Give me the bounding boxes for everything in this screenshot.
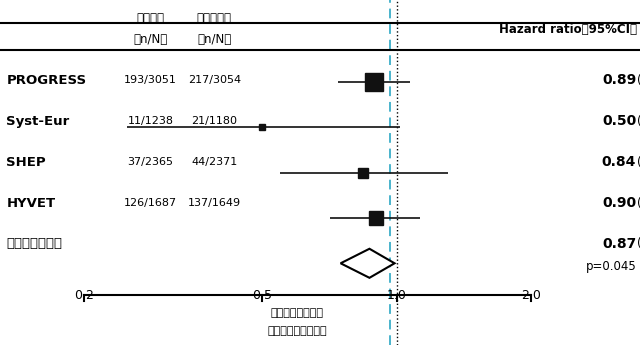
Text: 0.89: 0.89 bbox=[602, 73, 636, 87]
Text: （n/N）: （n/N） bbox=[197, 33, 232, 46]
Text: (0.55-1.30): (0.55-1.30) bbox=[637, 156, 640, 169]
Text: 193/3051: 193/3051 bbox=[124, 76, 177, 86]
Text: (0.25-1.02): (0.25-1.02) bbox=[637, 115, 640, 128]
Polygon shape bbox=[340, 249, 395, 278]
Text: 降圧薬投与により: 降圧薬投与により bbox=[271, 308, 324, 318]
Text: 0.87: 0.87 bbox=[602, 237, 636, 251]
Text: PROGRESS: PROGRESS bbox=[6, 74, 86, 87]
Text: （n/N）: （n/N） bbox=[133, 33, 168, 46]
Text: 2.0: 2.0 bbox=[522, 289, 541, 302]
Text: 0.2: 0.2 bbox=[74, 289, 93, 302]
Text: (0.71-1.13): (0.71-1.13) bbox=[637, 197, 640, 209]
Text: 降圧薬群: 降圧薬群 bbox=[136, 12, 164, 25]
Text: 37/2365: 37/2365 bbox=[127, 157, 173, 167]
Text: 0.50: 0.50 bbox=[602, 114, 636, 128]
Text: 0.5: 0.5 bbox=[252, 289, 272, 302]
Text: HYVET: HYVET bbox=[6, 197, 56, 209]
Text: 137/1649: 137/1649 bbox=[188, 198, 241, 208]
Text: 126/1687: 126/1687 bbox=[124, 198, 177, 208]
Text: Syst-Eur: Syst-Eur bbox=[6, 115, 70, 128]
Text: Hazard ratio（95%CI）: Hazard ratio（95%CI） bbox=[499, 23, 637, 36]
Text: 認知症が抑制される: 認知症が抑制される bbox=[268, 326, 327, 336]
Text: 0.84: 0.84 bbox=[602, 155, 636, 169]
Text: 0.90: 0.90 bbox=[602, 196, 636, 210]
Text: 上記試験の総計: 上記試験の総計 bbox=[6, 237, 63, 250]
Text: 21/1180: 21/1180 bbox=[191, 116, 237, 126]
Text: 44/2371: 44/2371 bbox=[191, 157, 237, 167]
Text: 1.0: 1.0 bbox=[387, 289, 406, 302]
Text: 11/1238: 11/1238 bbox=[127, 116, 173, 126]
Text: SHEP: SHEP bbox=[6, 156, 46, 169]
Text: 217/3054: 217/3054 bbox=[188, 76, 241, 86]
Text: (0.74-1.07): (0.74-1.07) bbox=[637, 74, 640, 87]
Text: p=0.045: p=0.045 bbox=[586, 260, 637, 273]
Text: (0.76-1.00): (0.76-1.00) bbox=[637, 237, 640, 250]
Text: プラセボ群: プラセボ群 bbox=[197, 12, 232, 25]
